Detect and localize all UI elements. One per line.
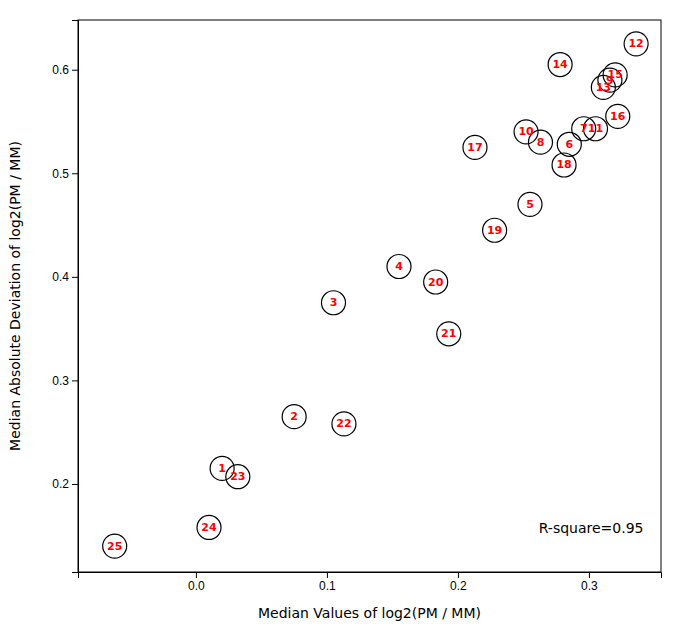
point [437, 322, 461, 346]
tick-mark [72, 277, 78, 278]
point [606, 104, 630, 128]
point-label: 21 [441, 327, 456, 340]
point-label: 24 [201, 521, 217, 534]
tick: 0.4 [52, 270, 78, 284]
tick-mark [458, 572, 459, 578]
point-label: 23 [230, 470, 245, 483]
point [387, 254, 411, 278]
point [424, 270, 448, 294]
tick-mark [72, 70, 78, 71]
tick: 0.2 [52, 477, 78, 491]
tick-label: 0.2 [52, 477, 69, 491]
point-label: 25 [107, 540, 122, 553]
tick-label: 0.2 [450, 579, 467, 593]
x-axis-title: Median Values of log2(PM / MM) [258, 605, 481, 621]
tick-mark [589, 572, 590, 578]
point-label: 1 [218, 462, 226, 475]
tick: 0.0 [188, 572, 205, 593]
chart: 0.00.10.20.30.20.30.40.50.61234567891011… [0, 0, 685, 634]
point-label: 14 [552, 58, 568, 71]
point [548, 53, 572, 77]
point [282, 405, 306, 429]
x-axis: 0.0 0.1 0.2 0.3 [79, 572, 662, 593]
point-label: 13 [596, 81, 611, 94]
tick-label: 0.1 [319, 579, 336, 593]
point [103, 534, 127, 558]
tick: 0.6 [52, 63, 78, 77]
tick: 0.5 [52, 167, 78, 181]
tick-mark [327, 572, 328, 578]
y-axis: 0.2 0.3 0.4 0.5 0.6 [52, 21, 78, 573]
point [552, 153, 576, 177]
point [557, 132, 581, 156]
point-label: 11 [588, 122, 603, 135]
point-label: 22 [336, 417, 351, 430]
tick-label: 0.4 [52, 270, 69, 284]
point [483, 218, 507, 242]
tick-mark [196, 572, 197, 578]
axis-line [79, 573, 662, 579]
point [463, 135, 487, 159]
point [332, 412, 356, 436]
point [518, 192, 542, 216]
point-label: 3 [330, 296, 338, 309]
point-label: 19 [487, 224, 502, 237]
y-axis-title: Median Absolute Deviation of log2(PM / M… [7, 141, 23, 451]
tick: 0.1 [319, 572, 336, 593]
points [103, 32, 648, 558]
point [624, 32, 648, 56]
point-label: 18 [556, 158, 571, 171]
tick-label: 0.0 [188, 579, 205, 593]
plot-frame [78, 20, 661, 572]
point-label: 6 [565, 138, 573, 151]
tick-label: 0.6 [52, 63, 69, 77]
tick-mark [72, 484, 78, 485]
point-label: 2 [290, 410, 298, 423]
plot: 0.00.10.20.30.20.30.40.50.61234567891011… [52, 20, 661, 593]
tick-mark [72, 380, 78, 381]
point-label: 8 [537, 136, 545, 149]
point-label: 10 [518, 125, 534, 138]
point [514, 120, 538, 144]
tick-label: 0.5 [52, 167, 69, 181]
tick: 0.2 [450, 572, 467, 593]
point-label: 20 [428, 276, 444, 289]
tick: 0.3 [581, 572, 598, 593]
point-labels: 1234567891011121314151617181920212223242… [107, 37, 644, 552]
tick-mark [72, 173, 78, 174]
tick-label: 0.3 [52, 374, 69, 388]
point [197, 515, 221, 539]
point [226, 465, 250, 489]
point-label: 15 [607, 68, 622, 81]
point-label: 17 [467, 141, 482, 154]
axis-line [72, 21, 79, 573]
point-label: 16 [610, 110, 626, 123]
point-label: 5 [526, 198, 534, 211]
point [321, 291, 345, 315]
point [583, 117, 607, 141]
annotation: R-square=0.95 [539, 520, 644, 536]
tick-label: 0.3 [581, 579, 598, 593]
point-label: 4 [395, 260, 403, 273]
point-label: 7 [580, 122, 588, 135]
point-label: 12 [628, 37, 643, 50]
tick: 0.3 [52, 374, 78, 388]
